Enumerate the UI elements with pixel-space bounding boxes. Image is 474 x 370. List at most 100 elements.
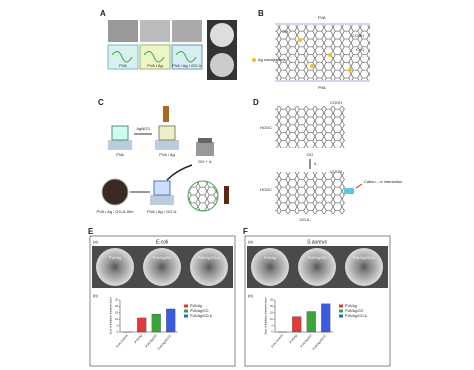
label: GO + IL [198, 159, 213, 164]
illustration-path [111, 51, 133, 63]
plate-label: PVA/Ag/GO [308, 256, 327, 260]
label: GO-IL [300, 217, 312, 222]
illustration-circle [252, 58, 256, 62]
illustration-rect [198, 138, 212, 143]
illustration-rect [153, 180, 171, 196]
illustration-rect [140, 20, 170, 42]
illustration-rect [172, 20, 202, 42]
x-tick-label: PVA/Ag/GO [299, 333, 313, 348]
plate-label: PVA/Ag [264, 256, 276, 260]
y-axis-label: Zone of inhibition diameter (mm) [109, 297, 113, 334]
illustration-path [355, 183, 363, 189]
legend-swatch [339, 314, 343, 318]
illustration-rect [108, 140, 132, 150]
y-tick-label: 10 [115, 317, 118, 321]
sub-label: (b) [248, 293, 254, 298]
illustration-rect [244, 235, 391, 367]
illustration-rect [111, 125, 129, 141]
label: HOOC [260, 125, 272, 130]
legend-swatch [184, 314, 188, 318]
illustration-circle [210, 23, 234, 47]
illustration-circle [210, 53, 234, 77]
illustration-circle [310, 64, 314, 68]
y-tick-label: 10 [270, 317, 273, 321]
illustration-circle [348, 68, 352, 72]
panel-label: D [253, 98, 259, 107]
label: PVA [318, 85, 326, 90]
y-tick-label: 0 [117, 330, 119, 334]
illustration-rect [275, 25, 370, 80]
label: Ag nanoparticle [258, 57, 287, 62]
illustration-rect [155, 140, 179, 150]
bar [321, 303, 331, 333]
illustration-rect [344, 188, 354, 194]
illustration-rect [89, 235, 236, 367]
label: PVA / Ag / GO-IL [147, 209, 177, 214]
illustration-rect [108, 20, 138, 42]
chart-title: E.coli [156, 239, 169, 245]
y-tick-label: 0 [272, 330, 274, 334]
panel-label: A [100, 9, 106, 18]
label: PVA [318, 15, 326, 20]
y-tick-label: 20 [115, 304, 118, 308]
y-tick-label: 20 [270, 304, 273, 308]
illustration-rect [139, 44, 171, 70]
y-axis-label: Zone of inhibition diameter (mm) [264, 297, 268, 334]
bar [137, 317, 147, 333]
y-tick-label: 5 [117, 323, 119, 327]
x-tick-label: PVA/Ag/GO-IL [312, 333, 328, 351]
legend-swatch [184, 309, 188, 313]
label: PVA [116, 152, 124, 157]
illustration-rect [224, 186, 229, 204]
chart-title: S.aureus [307, 239, 328, 245]
label: COOH [352, 33, 364, 38]
bar [151, 313, 161, 333]
illustration-path [175, 51, 197, 63]
legend-label: PVA/Ag [190, 304, 202, 308]
plate-label: PVA/Ag/GO [153, 256, 172, 260]
caption: PVA [119, 63, 127, 68]
illustration-rect [275, 106, 345, 148]
label: GO [307, 152, 313, 157]
illustration-circle [328, 53, 332, 57]
caption: PVA / Ag [147, 63, 163, 68]
label: PVA / Ag [159, 152, 175, 157]
illustration-rect [150, 195, 174, 205]
sub-label: (b) [93, 293, 99, 298]
x-tick-label: PVA/Ag/GO [144, 333, 158, 348]
label: PVA / Ag / GO-IL film [97, 209, 135, 214]
bar [292, 316, 302, 333]
y-tick-label: 15 [115, 310, 118, 314]
legend-label: PVA/Ag [345, 304, 357, 308]
illustration-path [143, 51, 165, 63]
label: COOH [330, 169, 342, 174]
plate [190, 248, 228, 286]
plate [96, 248, 134, 286]
legend-label: PVA/Ag/GO-IL [190, 314, 213, 318]
illustration-path [275, 23, 370, 82]
label: COOH [330, 100, 342, 105]
illustration-rect [196, 142, 214, 156]
plate [298, 248, 336, 286]
label: Cation – π interaction [364, 179, 402, 184]
legend-swatch [339, 304, 343, 308]
illustration-circle [101, 178, 129, 206]
label: AgNO3 [136, 126, 150, 131]
y-tick-label: 25 [270, 298, 273, 302]
bar [166, 308, 176, 333]
y-tick-label: 15 [270, 310, 273, 314]
y-tick-label: 5 [272, 323, 274, 327]
y-tick-label: 25 [115, 298, 118, 302]
illustration-rect [163, 106, 169, 122]
plate-label: PVA/Ag/GO-IL [353, 256, 376, 260]
panel-label: E [88, 227, 94, 236]
label: OH [282, 29, 288, 34]
legend-label: PVA/Ag/GO [190, 309, 209, 313]
illustration-rect [171, 44, 203, 70]
legend-label: PVA/Ag/GO-IL [345, 314, 368, 318]
illustration-circle [187, 180, 219, 212]
legend-label: PVA/Ag/GO [345, 309, 364, 313]
plate [143, 248, 181, 286]
illustration-circle [298, 38, 302, 42]
